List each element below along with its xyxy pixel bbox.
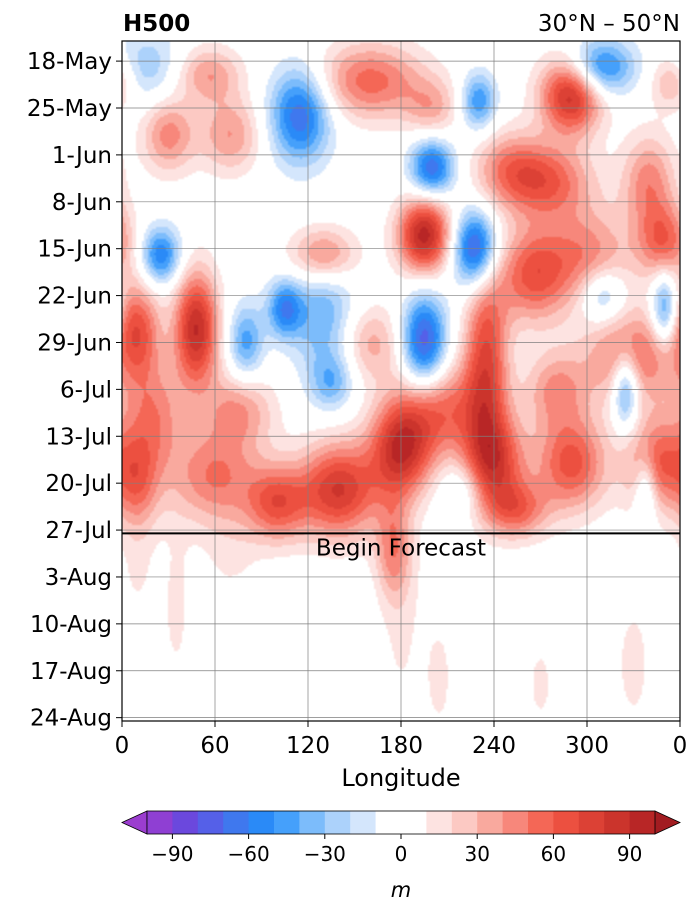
colorbar-tick-label: −60 xyxy=(227,842,269,866)
colorbar-segment xyxy=(223,811,249,834)
colorbar-extend-max xyxy=(654,810,681,835)
y-tick-label: 17-Aug xyxy=(30,659,112,685)
chart-subtitle: 30°N – 50°N xyxy=(538,11,680,37)
y-tick-label: 27-Jul xyxy=(45,518,112,544)
colorbar-segment xyxy=(502,811,529,834)
y-tick-label: 8-Jun xyxy=(52,190,112,216)
colorbar-tick-label: 30 xyxy=(464,842,489,866)
colorbar-tick-label: −30 xyxy=(304,842,346,866)
colorbar-extend-min xyxy=(121,810,148,835)
colorbar-segment xyxy=(604,811,630,834)
y-tick-label: 13-Jul xyxy=(45,424,112,450)
colorbar-segment xyxy=(197,811,224,834)
x-tick-label: 0 xyxy=(673,733,688,759)
x-axis: 0 60 120 180 240 300 0 xyxy=(115,721,688,759)
y-tick-label: 15-Jun xyxy=(37,237,112,263)
colorbar-tick-label: 0 xyxy=(395,842,408,866)
y-tick-label: 20-Jul xyxy=(45,471,112,497)
y-tick-label: 10-Aug xyxy=(30,612,112,638)
y-tick-label: 3-Aug xyxy=(45,565,112,591)
colorbar-segment xyxy=(553,811,580,834)
x-tick-label: 300 xyxy=(565,733,609,759)
colorbar: −90 −60 −30 0 30 60 90 xyxy=(121,810,681,866)
colorbar-label: m xyxy=(391,878,411,902)
y-tick-label: 18-May xyxy=(27,49,112,75)
y-tick-label: 29-Jun xyxy=(37,330,112,356)
x-tick-label: 0 xyxy=(115,733,130,759)
colorbar-segment xyxy=(477,811,503,834)
colorbar-tick-label: 90 xyxy=(617,842,642,866)
y-axis: 18-May 25-May 1-Jun 8-Jun 15-Jun 22-Jun 29-Jun… xyxy=(27,49,122,732)
colorbar-segment xyxy=(324,811,351,834)
colorbar-segment xyxy=(451,811,478,834)
x-tick-label: 180 xyxy=(379,733,423,759)
forecast-begin-label: Begin Forecast xyxy=(316,535,486,561)
colorbar-segment xyxy=(172,811,199,834)
colorbar-segment xyxy=(578,811,605,834)
colorbar-segment xyxy=(274,811,300,834)
x-tick-label: 120 xyxy=(286,733,330,759)
colorbar-tick-label: 60 xyxy=(541,842,566,866)
x-axis-label: Longitude xyxy=(341,764,460,792)
y-tick-label: 24-Aug xyxy=(30,706,112,732)
colorbar-tick-label: −90 xyxy=(151,842,193,866)
colorbar-segment xyxy=(299,811,326,834)
grid-lines xyxy=(122,41,680,721)
x-tick-label: 240 xyxy=(472,733,516,759)
y-tick-label: 25-May xyxy=(27,96,112,122)
colorbar-segment xyxy=(147,811,173,834)
colorbar-segment xyxy=(248,811,275,834)
y-tick-label: 6-Jul xyxy=(60,377,112,403)
colorbar-segment xyxy=(528,811,554,834)
colorbar-segment xyxy=(375,811,427,834)
colorbar-segment xyxy=(426,811,453,834)
y-tick-label: 22-Jun xyxy=(37,284,112,310)
x-tick-label: 60 xyxy=(200,733,229,759)
chart-title: H500 xyxy=(123,11,190,37)
y-tick-label: 1-Jun xyxy=(52,143,112,169)
colorbar-segment xyxy=(350,811,376,834)
colorbar-segment xyxy=(629,811,656,834)
